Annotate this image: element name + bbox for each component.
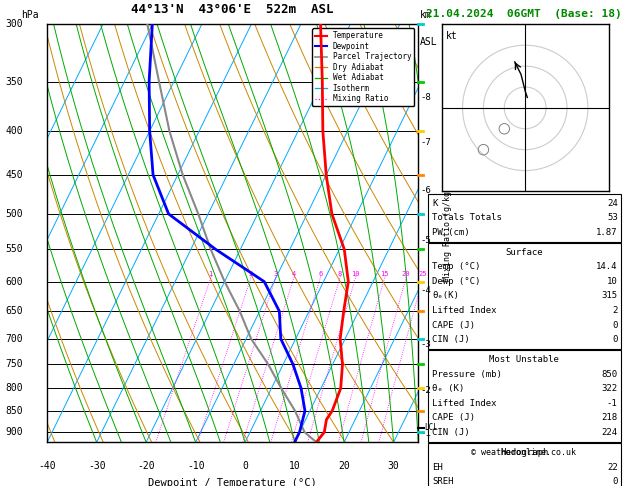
Text: kt: kt [446,31,457,40]
Text: -40: -40 [38,461,56,471]
Text: -1: -1 [420,429,431,438]
Text: -10: -10 [187,461,204,471]
Text: 30: 30 [387,461,399,471]
Text: Most Unstable: Most Unstable [489,355,559,364]
Text: 0: 0 [242,461,248,471]
Text: CAPE (J): CAPE (J) [432,414,475,422]
Text: hPa: hPa [21,10,39,20]
Text: 3: 3 [273,271,277,277]
Text: 0: 0 [612,335,618,344]
Text: 20: 20 [401,271,410,277]
Text: Pressure (mb): Pressure (mb) [432,370,502,379]
Text: -30: -30 [88,461,106,471]
Text: K: K [432,199,438,208]
Text: © weatheronline.co.uk: © weatheronline.co.uk [471,448,576,457]
Text: 800: 800 [6,383,23,393]
Text: CIN (J): CIN (J) [432,335,470,344]
Text: -6: -6 [420,187,431,195]
Text: -2: -2 [420,386,431,395]
Text: PW (cm): PW (cm) [432,228,470,237]
Text: 450: 450 [6,170,23,180]
Text: 22: 22 [607,463,618,471]
Text: 550: 550 [6,244,23,254]
Text: 500: 500 [6,209,23,219]
Text: 53: 53 [607,213,618,222]
Text: -3: -3 [420,340,431,348]
Text: 0: 0 [612,477,618,486]
Text: 315: 315 [601,292,618,300]
Text: Totals Totals: Totals Totals [432,213,502,222]
Text: 10: 10 [289,461,301,471]
Text: 10: 10 [607,277,618,286]
Text: Mixing Ratio (g/kg): Mixing Ratio (g/kg) [443,186,452,281]
Text: EH: EH [432,463,443,471]
Text: SREH: SREH [432,477,454,486]
Text: Surface: Surface [506,248,543,257]
Text: Temp (°C): Temp (°C) [432,262,481,271]
Text: CIN (J): CIN (J) [432,428,470,437]
Text: 8: 8 [338,271,342,277]
Text: 14.4: 14.4 [596,262,618,271]
Text: 900: 900 [6,427,23,437]
Text: Hodograph: Hodograph [500,448,548,457]
Text: 15: 15 [380,271,389,277]
Text: 300: 300 [6,19,23,29]
Text: 1: 1 [208,271,213,277]
Text: 224: 224 [601,428,618,437]
Text: 850: 850 [601,370,618,379]
Text: LCL: LCL [424,423,438,433]
Text: Lifted Index: Lifted Index [432,306,497,315]
Text: 400: 400 [6,126,23,136]
Text: 2: 2 [612,306,618,315]
Legend: Temperature, Dewpoint, Parcel Trajectory, Dry Adiabat, Wet Adiabat, Isotherm, Mi: Temperature, Dewpoint, Parcel Trajectory… [312,28,415,106]
Text: -8: -8 [420,93,431,102]
Text: 322: 322 [601,384,618,393]
Text: 350: 350 [6,76,23,87]
Text: -7: -7 [420,139,431,147]
Text: 44°13'N  43°06'E  522m  ASL: 44°13'N 43°06'E 522m ASL [131,3,334,16]
Text: CAPE (J): CAPE (J) [432,321,475,330]
Text: -4: -4 [420,286,431,295]
Text: 24: 24 [607,199,618,208]
Text: θₑ (K): θₑ (K) [432,384,464,393]
Text: ASL: ASL [420,37,438,47]
Text: 4: 4 [291,271,296,277]
Text: 700: 700 [6,334,23,344]
Text: 25: 25 [418,271,427,277]
Text: 2: 2 [248,271,253,277]
Text: km: km [420,10,432,20]
Text: -1: -1 [607,399,618,408]
Text: 1.87: 1.87 [596,228,618,237]
Text: Lifted Index: Lifted Index [432,399,497,408]
Text: -5: -5 [420,236,431,245]
Text: 600: 600 [6,277,23,287]
Text: Dewp (°C): Dewp (°C) [432,277,481,286]
Text: 10: 10 [351,271,360,277]
Text: 6: 6 [318,271,322,277]
Text: 0: 0 [612,321,618,330]
Text: 850: 850 [6,406,23,416]
Text: 20: 20 [338,461,350,471]
Text: 21.04.2024  06GMT  (Base: 18): 21.04.2024 06GMT (Base: 18) [426,9,621,19]
Text: 750: 750 [6,360,23,369]
Text: 650: 650 [6,306,23,316]
Text: -20: -20 [137,461,155,471]
Text: 218: 218 [601,414,618,422]
Text: θₑ(K): θₑ(K) [432,292,459,300]
Text: Dewpoint / Temperature (°C): Dewpoint / Temperature (°C) [148,478,317,486]
